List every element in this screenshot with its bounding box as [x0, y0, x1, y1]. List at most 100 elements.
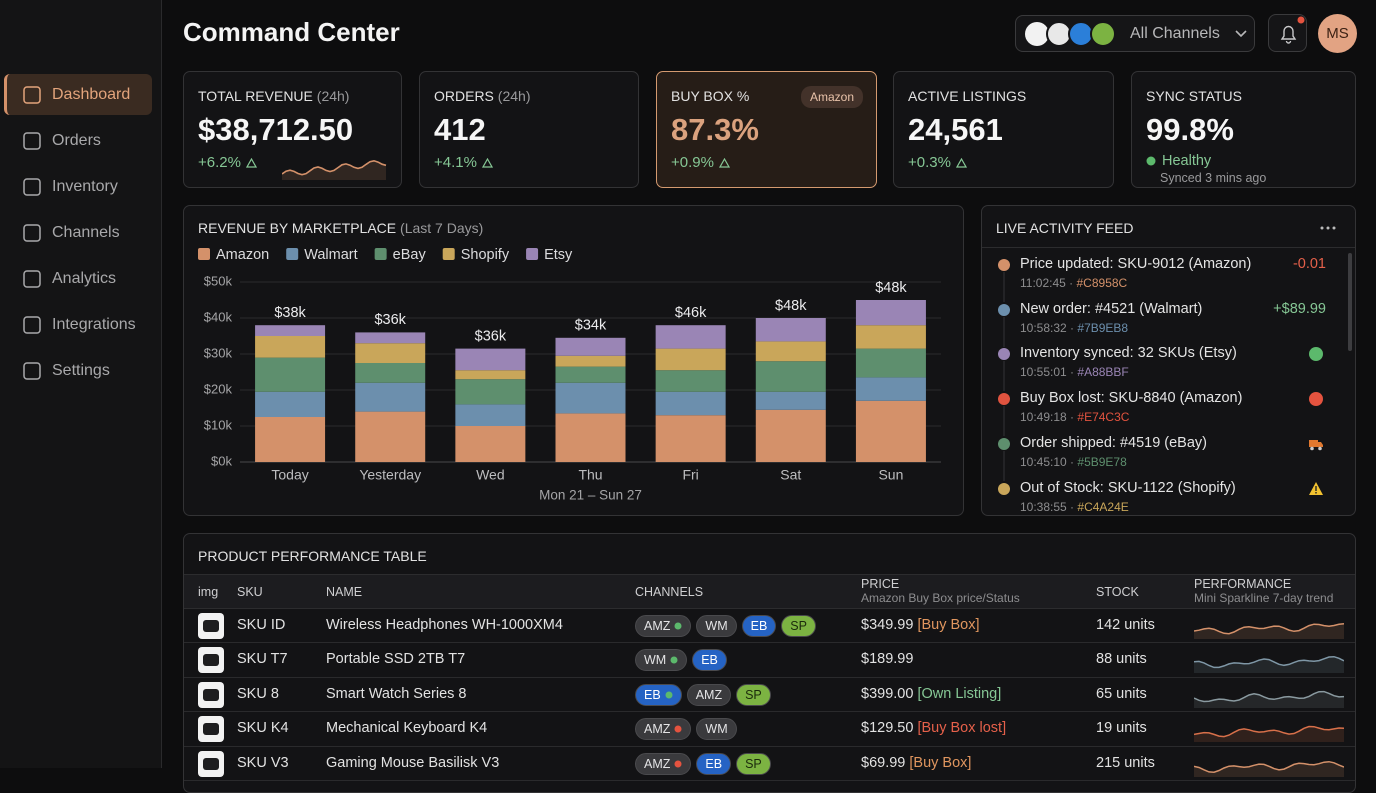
icon-shape	[23, 269, 41, 288]
channel-status-dot	[674, 622, 682, 630]
feed-meta-row: 10:58:32 · #7B9EB8	[1020, 320, 1129, 335]
nav-item[interactable]: Integrations	[4, 304, 152, 345]
page: Command Center {"header": {"title": "Com…	[4, 0, 1357, 793]
more-button[interactable]	[1318, 222, 1338, 234]
bar-segment	[855, 400, 926, 462]
truck-body	[1309, 439, 1318, 447]
kpi-delta-row: +4.1%	[434, 154, 624, 171]
feed-meta-row: 10:55:01 · #A88BBF	[1020, 365, 1129, 380]
feed-item: Out of Stock: SKU-1122 (Shopify) 10:38:55…	[982, 480, 1342, 516]
stock: 65 units	[1096, 685, 1147, 702]
stock: 88 units	[1096, 651, 1147, 668]
x-axis-label: Mon 21 – Sun 27	[539, 488, 642, 503]
sku: SKU K4	[237, 720, 289, 737]
product-thumbnail	[198, 613, 224, 639]
channel-code: SP	[745, 756, 762, 771]
price: $399.00	[861, 685, 914, 702]
product-name: Mechanical Keyboard K4	[326, 720, 488, 737]
sparkline-line	[1194, 725, 1344, 738]
kpi-card: TOTAL REVENUE (24h) $38,712.50 +6.2%	[183, 71, 402, 188]
feed-code: #A88BBF	[1077, 365, 1129, 380]
user-avatar[interactable]: MS	[1318, 14, 1357, 53]
legend-swatch	[198, 248, 210, 260]
bar-segment	[455, 426, 526, 462]
channel-list: AMZ EB SP	[635, 752, 776, 775]
dot	[670, 656, 678, 664]
activity-feed: LIVE ACTIVITY FEED Price updated: SKU-90…	[981, 205, 1356, 516]
x-tick-label: Sat	[780, 467, 801, 483]
channel-status-dot	[665, 691, 673, 699]
feed-icon	[1309, 392, 1323, 407]
legend-label: Amazon	[216, 247, 269, 263]
feed-time: 10:55:01	[1020, 365, 1067, 380]
bar-segment	[655, 415, 726, 462]
performance-sparkline	[1194, 656, 1344, 674]
price-cell: $129.50 [Buy Box lost]	[861, 720, 1006, 736]
nav-icon	[23, 223, 41, 242]
buy-box-status: [Buy Box]	[909, 754, 972, 771]
feed-time: 10:58:32	[1020, 320, 1067, 335]
product-name: Smart Watch Series 8	[326, 685, 467, 702]
bell-icon	[1280, 16, 1305, 44]
notifications-button[interactable]	[1268, 14, 1307, 52]
chart-title: REVENUE BY MARKETPLACE	[198, 220, 397, 236]
product-thumbnail	[198, 681, 224, 708]
kpi-card: ACTIVE LISTINGS 24,561 +0.3%	[893, 71, 1114, 188]
kpi-label: TOTAL REVENUE	[198, 88, 313, 104]
bar-segment	[355, 343, 426, 363]
legend-label: Walmart	[304, 247, 357, 263]
column-label: SKU	[237, 585, 263, 599]
channel-chip: SP	[736, 683, 771, 706]
nav-item[interactable]: Orders	[4, 120, 152, 161]
kpi-label: ORDERS	[434, 88, 494, 104]
nav-item[interactable]: Dashboard	[4, 74, 152, 115]
icon-shape	[23, 223, 41, 242]
nav-item[interactable]: Channels	[4, 212, 152, 253]
channel-selector[interactable]: All Channels	[1015, 15, 1255, 52]
total-label: $34k	[575, 318, 607, 334]
table-row[interactable]	[184, 712, 1355, 747]
nav-item[interactable]: Analytics	[4, 258, 152, 299]
nav-icon	[23, 131, 41, 150]
performance-sparkline	[1194, 622, 1344, 639]
nav-item[interactable]: Settings	[4, 350, 152, 391]
y-tick-label: $30k	[204, 345, 233, 360]
kpi-label: BUY BOX %	[671, 88, 750, 104]
column-header: SKU	[237, 585, 263, 599]
bar-segment	[355, 382, 426, 412]
bar-segment	[555, 366, 626, 383]
total-label: $36k	[475, 328, 507, 344]
channel-chip: EB	[692, 649, 727, 672]
price-cell: $349.99 [Buy Box]	[861, 617, 980, 633]
delta-icon	[955, 157, 967, 168]
triangle	[955, 157, 967, 168]
table-row[interactable]	[184, 678, 1355, 713]
column-sublabel: Amazon Buy Box price/Status	[861, 591, 1020, 605]
product-name: Gaming Mouse Basilisk V3	[326, 754, 500, 771]
stock: 19 units	[1096, 720, 1147, 737]
feed-code: #E74C3C	[1077, 410, 1130, 425]
bar-segment	[855, 325, 926, 349]
product-name: Portable SSD 2TB T7	[326, 651, 466, 668]
table-row[interactable]	[184, 643, 1355, 678]
feed-item: New order: #4521 (Walmart) 10:58:32 · #7B…	[982, 301, 1342, 347]
feed-title: LIVE ACTIVITY FEED	[996, 220, 1134, 236]
bar-segment	[655, 348, 726, 371]
bar-segment	[355, 363, 426, 383]
legend-label: eBay	[393, 247, 427, 263]
thumb-item	[203, 688, 219, 701]
bar-segment	[455, 404, 526, 426]
page-title: Command Center	[183, 17, 400, 47]
table-row[interactable]	[184, 609, 1355, 644]
feed-dot	[998, 348, 1010, 361]
feed-amount: -0.01	[1292, 256, 1326, 272]
chart-subtitle: (Last 7 Days)	[400, 220, 484, 236]
scrollbar[interactable]	[1348, 253, 1352, 351]
channel-code: EB	[750, 619, 768, 633]
nav-item[interactable]: Inventory	[4, 166, 152, 207]
channel-code: EB	[705, 756, 723, 771]
channel-code: SP	[745, 687, 762, 702]
y-tick-label: $40k	[204, 309, 233, 324]
channel-icons	[1025, 20, 1116, 47]
kpi-delta-row: +0.3%	[908, 154, 1099, 171]
